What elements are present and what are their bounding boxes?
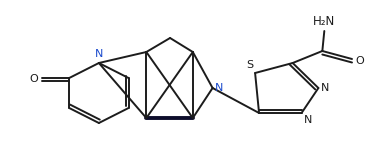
Text: N: N [321,83,330,93]
Text: O: O [30,74,39,84]
Text: O: O [355,56,364,66]
Text: S: S [246,60,253,70]
Text: H₂N: H₂N [313,15,335,28]
Text: N: N [95,49,103,59]
Text: N: N [215,83,223,93]
Text: N: N [304,115,312,125]
